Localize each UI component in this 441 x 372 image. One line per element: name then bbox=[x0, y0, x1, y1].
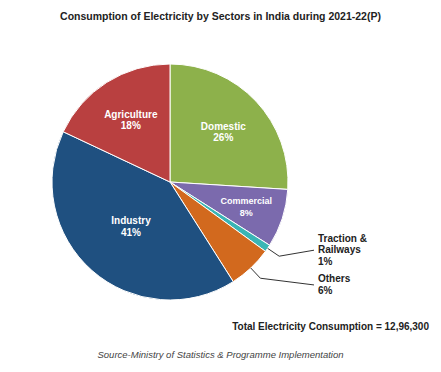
slice-value: 41% bbox=[121, 227, 141, 238]
annotation: Source-Ministry of Statistics & Programm… bbox=[97, 349, 343, 360]
slice-value: 18% bbox=[121, 120, 141, 131]
slice-value: 26% bbox=[213, 132, 233, 143]
slice-label: Domestic bbox=[201, 121, 246, 132]
slice-label: Industry bbox=[111, 215, 151, 226]
slices bbox=[52, 64, 288, 300]
annotation: Total Electricity Consumption = 12,96,30… bbox=[232, 321, 429, 332]
slice-label: Commercial bbox=[221, 196, 273, 206]
slice-value: 8% bbox=[240, 208, 253, 218]
slice-label: Others bbox=[318, 273, 351, 284]
labels: Domestic26% Commercial 8% Industry41% Agricu… bbox=[104, 109, 367, 296]
leader-line bbox=[268, 248, 314, 256]
slice-label: Agriculture bbox=[104, 109, 158, 120]
slice-value: 6% bbox=[318, 285, 333, 296]
slice-label: Traction &Railways bbox=[318, 233, 367, 256]
title: Consumption of Electricity by Sectors in… bbox=[60, 10, 381, 22]
slice bbox=[170, 64, 288, 189]
slice-value: 1% bbox=[318, 256, 333, 267]
chart: Consumption of Electricity by Sectors in… bbox=[0, 0, 441, 372]
slice bbox=[63, 64, 170, 182]
leader-line bbox=[251, 268, 314, 285]
